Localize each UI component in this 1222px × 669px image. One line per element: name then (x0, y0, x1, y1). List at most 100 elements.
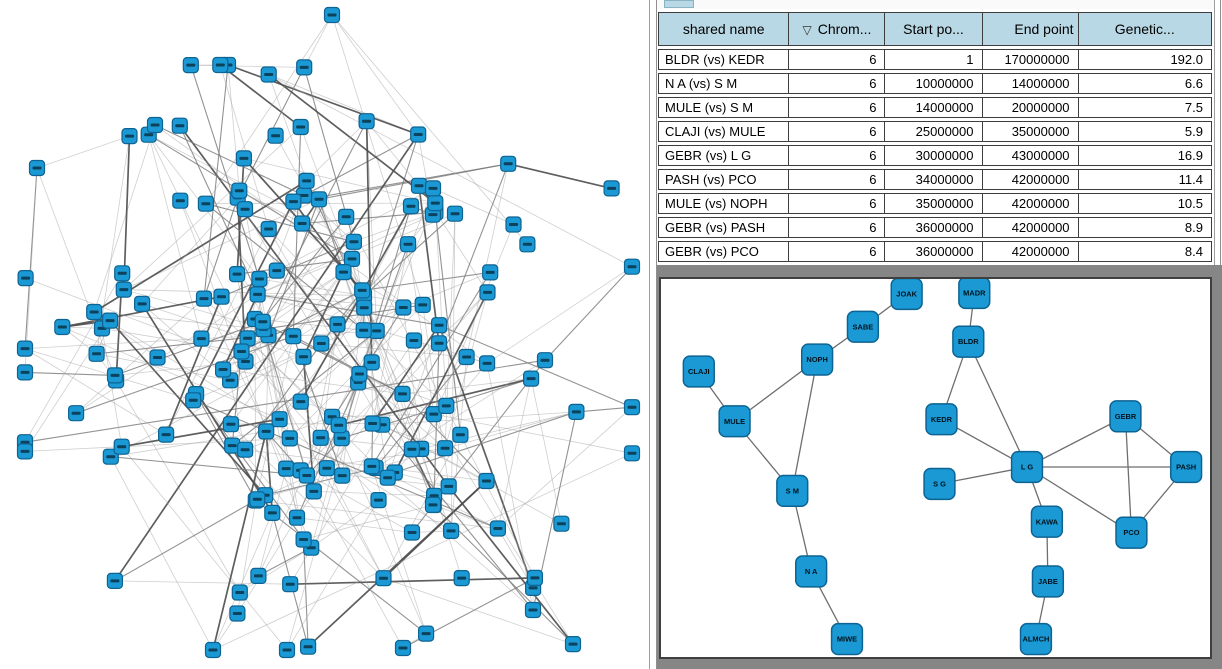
network-node[interactable] (564, 635, 582, 653)
network-node[interactable] (310, 191, 328, 208)
network-node[interactable] (233, 343, 250, 360)
network-node[interactable] (323, 6, 341, 24)
network-node[interactable] (394, 639, 412, 657)
table-cell[interactable]: 6 (789, 73, 886, 94)
network-node[interactable] (193, 330, 210, 347)
network-node[interactable] (356, 299, 373, 316)
table-cell[interactable]: 6 (789, 193, 886, 214)
network-node[interactable] (213, 288, 230, 305)
table-cell[interactable]: 192.0 (1078, 49, 1212, 70)
network-node[interactable] (519, 236, 536, 253)
network-node[interactable] (623, 258, 641, 275)
table-cell[interactable]: 42000000 (982, 169, 1079, 190)
table-cell[interactable]: 36000000 (885, 217, 983, 238)
table-cell[interactable]: 170000000 (982, 49, 1079, 70)
network-edge[interactable] (1026, 415, 1126, 468)
column-header[interactable]: Genetic... (1078, 12, 1212, 46)
network-node[interactable] (479, 284, 496, 301)
network-node[interactable] (300, 638, 317, 655)
network-node[interactable]: KEDR (925, 403, 958, 436)
network-node[interactable] (264, 504, 281, 521)
network-node[interactable] (343, 250, 361, 267)
network-node[interactable] (235, 150, 252, 167)
table-cell[interactable]: 6 (789, 49, 886, 70)
network-node[interactable] (536, 352, 554, 369)
network-node[interactable] (231, 182, 248, 199)
network-node[interactable] (424, 496, 442, 513)
network-node[interactable] (212, 56, 229, 74)
table-row[interactable]: PASH (vs) PCO 6 34000000 42000000 11.4 (658, 169, 1212, 190)
network-node[interactable] (329, 316, 346, 333)
network-node[interactable] (251, 270, 268, 288)
network-node[interactable] (363, 354, 380, 371)
network-edge[interactable] (1124, 416, 1133, 533)
vertical-scrollbar-track[interactable] (1214, 0, 1221, 272)
network-node[interactable]: NOPH (800, 343, 834, 376)
table-cell[interactable]: GEBR (vs) L G (658, 145, 790, 166)
network-node[interactable] (285, 193, 302, 210)
table-cell[interactable]: 10000000 (885, 73, 983, 94)
network-node[interactable]: L G (1010, 450, 1044, 484)
node-shape[interactable] (925, 403, 958, 436)
network-node[interactable] (88, 345, 105, 362)
table-cell[interactable]: 16.9 (1078, 145, 1212, 166)
network-node[interactable] (355, 322, 372, 339)
network-node[interactable] (229, 266, 246, 283)
network-node[interactable] (430, 335, 448, 352)
network-node[interactable] (500, 155, 517, 172)
network-node[interactable] (425, 406, 442, 423)
table-cell[interactable]: 6 (789, 145, 886, 166)
sort-filter-triangle-icon[interactable]: ▽ (802, 23, 812, 37)
network-node[interactable] (171, 117, 188, 134)
network-node[interactable] (282, 576, 299, 593)
network-node[interactable] (101, 312, 119, 329)
network-node[interactable]: PASH (1169, 450, 1203, 484)
network-node[interactable] (405, 332, 422, 349)
network-node[interactable] (403, 524, 421, 541)
network-node[interactable] (296, 59, 313, 76)
network-node[interactable]: MIWE (830, 622, 864, 656)
network-node[interactable] (113, 438, 130, 455)
network-node[interactable] (553, 515, 570, 532)
network-node[interactable] (568, 403, 585, 420)
table-cell[interactable]: 6 (789, 241, 886, 262)
network-node[interactable]: JOAK (890, 279, 923, 311)
node-shape[interactable] (923, 467, 956, 501)
node-shape[interactable] (1109, 400, 1142, 433)
table-cell[interactable]: CLAJI (vs) MULE (658, 121, 790, 142)
panel-divider[interactable] (649, 0, 657, 669)
network-node[interactable] (229, 605, 246, 622)
network-node[interactable] (16, 340, 34, 357)
node-shape[interactable] (1019, 622, 1053, 656)
network-node[interactable] (172, 192, 189, 209)
network-node[interactable] (115, 281, 132, 298)
column-header[interactable]: Start po... (885, 12, 983, 46)
table-cell[interactable]: 6 (789, 169, 886, 190)
network-node[interactable] (458, 348, 475, 366)
network-node[interactable] (254, 313, 271, 330)
node-shape[interactable] (952, 325, 985, 358)
network-node[interactable]: MULE (718, 405, 751, 438)
network-node[interactable] (28, 159, 46, 177)
table-cell[interactable]: 20000000 (982, 97, 1079, 118)
node-shape[interactable] (846, 310, 880, 343)
table-cell[interactable]: 34000000 (885, 169, 983, 190)
network-node[interactable] (295, 348, 312, 365)
network-node[interactable] (134, 295, 151, 312)
network-node[interactable]: S G (923, 467, 956, 501)
network-node[interactable] (278, 460, 295, 477)
network-node[interactable] (215, 361, 232, 378)
network-node[interactable] (375, 570, 392, 587)
main-network-canvas[interactable] (0, 0, 649, 669)
network-node[interactable] (522, 370, 540, 387)
network-node[interactable] (443, 522, 460, 540)
network-node[interactable] (292, 118, 309, 136)
node-shape[interactable] (1169, 450, 1203, 484)
network-node[interactable]: ALMCH (1019, 622, 1053, 656)
node-shape[interactable] (795, 555, 828, 588)
network-node[interactable] (281, 430, 298, 447)
network-node[interactable] (489, 520, 506, 537)
table-cell[interactable]: GEBR (vs) PASH (658, 217, 790, 238)
network-node[interactable] (363, 458, 380, 475)
network-node[interactable] (410, 177, 428, 194)
